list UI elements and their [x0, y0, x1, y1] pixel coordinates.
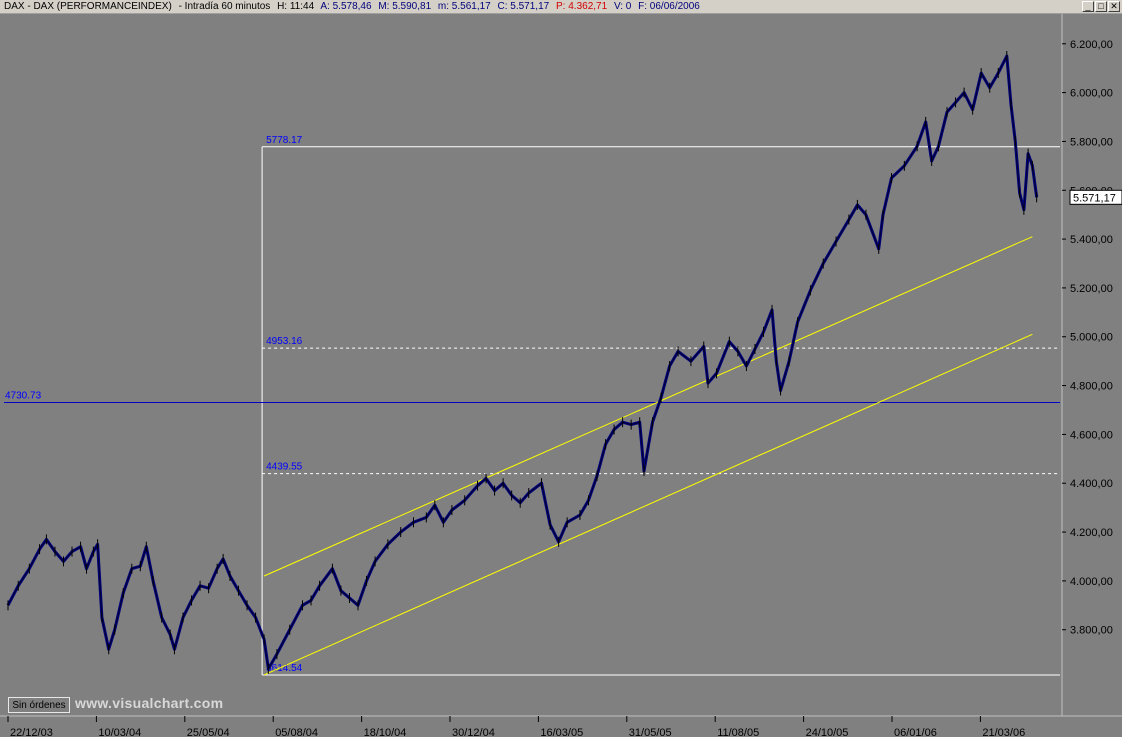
- date-tick-label: 10/03/04: [98, 727, 141, 737]
- date-axis[interactable]: 22/12/03 10/03/04 25/05/04 05/08/04 18/10/04…: [7, 716, 1025, 737]
- price-series: [6, 50, 1039, 674]
- fibonacci-level-label: 3614.54: [266, 663, 303, 674]
- symbol-name: DAX - DAX (PERFORMANCEINDEX): [4, 1, 172, 12]
- date-tick-label: 05/08/04: [275, 727, 318, 737]
- date-tick-label: 22/12/03: [10, 727, 53, 737]
- support-level-label: 4730.73: [5, 390, 42, 401]
- min-value: m: 5.561,17: [437, 1, 491, 12]
- ask-value: A: 5.578,46: [320, 1, 372, 12]
- price-tick-label: 4.800,00: [1070, 381, 1113, 393]
- date-tick-label: 16/03/05: [540, 727, 583, 737]
- last-price-label: 5.571,17: [1073, 192, 1116, 204]
- date-tick-label: 24/10/05: [806, 727, 849, 737]
- price-tick-label: 6.000,00: [1070, 88, 1113, 100]
- price-axis[interactable]: 6.200,006.000,005.800,005.600,005.400,00…: [1062, 39, 1122, 637]
- price-line: [6, 54, 1039, 671]
- close-value: C: 5.571,17: [497, 1, 550, 12]
- trend-channel: [263, 236, 1033, 676]
- orders-status-button[interactable]: Sin órdenes: [8, 697, 70, 713]
- date-tick-label: 11/08/05: [717, 727, 759, 737]
- price-line-shadow: [7, 55, 1038, 670]
- price-tick-label: 3.800,00: [1070, 625, 1113, 637]
- chart-window-titlebar: DAX - DAX (PERFORMANCEINDEX) - Intradía …: [0, 0, 1122, 14]
- watermark-text: www.visualchart.com: [75, 695, 224, 711]
- interval-label: - Intradía 60 minutos: [178, 1, 271, 12]
- chart-frame: [0, 14, 1122, 717]
- maximize-button[interactable]: □: [1095, 1, 1107, 12]
- date-tick-label: 25/05/04: [187, 727, 230, 737]
- price-tick-label: 5.800,00: [1070, 136, 1113, 148]
- close-button[interactable]: ✕: [1108, 1, 1120, 12]
- points-value: P: 4.362,71: [556, 1, 608, 12]
- max-value: M: 5.590,81: [378, 1, 432, 12]
- date-tick-label: 30/12/04: [452, 727, 495, 737]
- price-tick-label: 4.200,00: [1070, 527, 1113, 539]
- minimize-button[interactable]: _: [1082, 1, 1094, 12]
- price-tick-label: 4.600,00: [1070, 429, 1113, 441]
- fibonacci-level-label: 4953.16: [266, 336, 303, 347]
- quote-summary: DAX - DAX (PERFORMANCEINDEX) - Intradía …: [4, 1, 704, 12]
- fibonacci-levels: 5778.17 4953.16 4439.55 3614.54 4730.73: [4, 135, 1060, 676]
- last-price-box: [1069, 189, 1122, 205]
- fibonacci-level-label: 5778.17: [266, 135, 303, 146]
- date-tick-label: 21/03/06: [982, 727, 1025, 737]
- fibonacci-level-label: 4439.55: [266, 462, 303, 473]
- channel-line: [263, 333, 1033, 676]
- price-tick-label: 5.400,00: [1070, 234, 1113, 246]
- date-value: F: 06/06/2006: [638, 1, 700, 12]
- date-tick-label: 31/05/05: [629, 727, 672, 737]
- price-chart[interactable]: 5778.17 4953.16 4439.55 3614.54 4730.73 6.20…: [0, 14, 1122, 737]
- channel-line: [263, 236, 1033, 577]
- price-tick-label: 4.400,00: [1070, 478, 1113, 490]
- price-tick-label: 5.000,00: [1070, 332, 1113, 344]
- price-tick-label: 5.200,00: [1070, 283, 1113, 295]
- date-tick-label: 18/10/04: [364, 727, 407, 737]
- date-tick-label: 06/01/06: [894, 727, 937, 737]
- price-tick-label: 4.000,00: [1070, 576, 1113, 588]
- price-tick-label: 6.200,00: [1070, 39, 1113, 51]
- volume-value: V: 0: [613, 1, 632, 12]
- time-value: H: 11:44: [277, 1, 315, 12]
